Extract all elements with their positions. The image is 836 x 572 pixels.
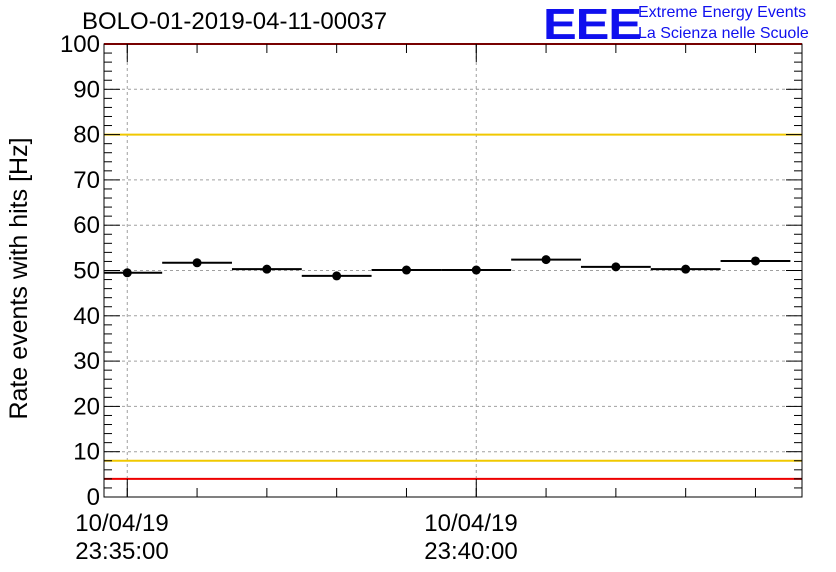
- run-title: BOLO-01-2019-04-11-00037: [82, 8, 388, 35]
- y-tick-label: 0: [87, 484, 100, 511]
- data-point-marker: [332, 271, 342, 281]
- x-tick-label-date: 10/04/19: [75, 510, 168, 537]
- data-point-marker: [471, 265, 481, 275]
- y-tick-label: 70: [73, 167, 100, 194]
- y-tick-label: 80: [73, 122, 100, 149]
- data-point-marker: [611, 262, 621, 272]
- y-tick-label: 100: [60, 31, 100, 58]
- y-tick-label: 20: [73, 393, 100, 420]
- x-tick-label-date: 10/04/19: [424, 510, 517, 537]
- x-tick-label-time: 23:35:00: [75, 538, 168, 565]
- data-point-marker: [750, 256, 760, 266]
- logo-subtitle-line2: La Scienza nelle Scuole: [638, 25, 809, 42]
- logo-subtitle-line1: Extreme Energy Events: [638, 4, 807, 21]
- y-axis-label: Rate events with hits [Hz]: [5, 137, 33, 419]
- y-tick-label: 30: [73, 348, 100, 375]
- y-tick-label: 60: [73, 212, 100, 239]
- eee-logo: EEE Extreme Energy Events La Scienza nel…: [543, 0, 833, 49]
- data-series: [104, 255, 791, 281]
- data-point-marker: [122, 268, 132, 278]
- data-point-marker: [541, 255, 551, 265]
- reference-lines: [104, 43, 802, 480]
- data-point-marker: [401, 265, 411, 275]
- y-tick-label: 40: [73, 303, 100, 330]
- data-point-marker: [192, 258, 202, 268]
- data-point-marker: [681, 264, 691, 274]
- y-tick-label: 50: [73, 258, 100, 285]
- axis-ticks: [104, 43, 802, 498]
- logo-mark: EEE: [543, 0, 642, 49]
- y-tick-label: 90: [73, 76, 100, 103]
- y-tick-labels: 0 10 20 30 40 50 60 70 80 90 100: [60, 31, 100, 511]
- y-tick-label: 10: [73, 439, 100, 466]
- data-point-marker: [262, 264, 272, 274]
- x-tick-label-time: 23:40:00: [424, 538, 517, 565]
